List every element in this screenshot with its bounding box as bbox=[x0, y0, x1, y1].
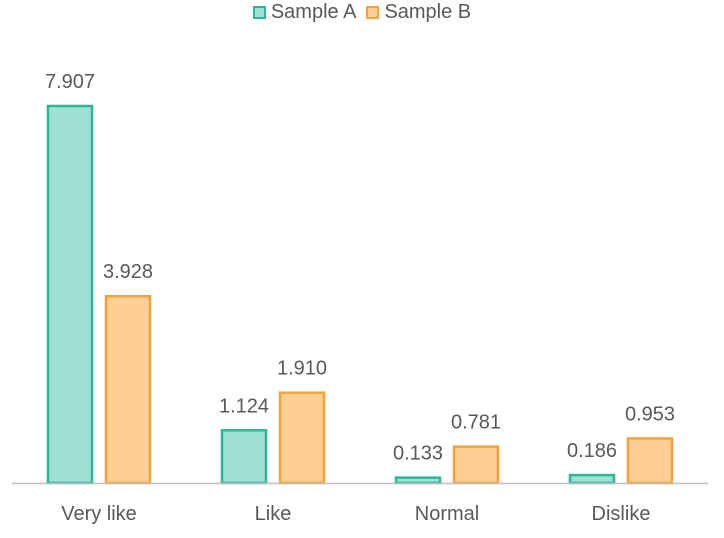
data-label-sample-b-normal: 0.781 bbox=[451, 412, 501, 434]
bar-sample-a-very-like bbox=[46, 104, 94, 485]
legend-swatch-sample-a bbox=[252, 5, 266, 19]
legend-swatch-sample-b bbox=[366, 5, 380, 19]
x-tick-label-very-like: Very like bbox=[61, 503, 137, 525]
bar-sample-b-normal bbox=[452, 445, 500, 485]
bar-sample-b-very-like bbox=[104, 294, 152, 485]
data-label-sample-a-like: 1.124 bbox=[219, 395, 269, 417]
x-tick-label-dislike: Dislike bbox=[592, 503, 651, 525]
x-tick-label-normal: Normal bbox=[415, 503, 479, 525]
x-tick-label-like: Like bbox=[255, 503, 292, 525]
legend-item-sample-a: Sample A bbox=[252, 0, 357, 24]
data-label-sample-a-normal: 0.133 bbox=[393, 443, 443, 465]
bar-sample-b-like bbox=[278, 391, 326, 485]
bar-sample-a-dislike bbox=[568, 473, 616, 485]
data-label-sample-b-dislike: 0.953 bbox=[625, 403, 675, 425]
data-label-sample-b-like: 1.910 bbox=[277, 358, 327, 380]
bar-sample-b-dislike bbox=[626, 437, 674, 485]
data-label-sample-b-very-like: 3.928 bbox=[103, 261, 153, 283]
legend-label-sample-a: Sample A bbox=[270, 0, 357, 23]
bar-sample-a-like bbox=[220, 429, 268, 485]
legend-label-sample-b: Sample B bbox=[384, 0, 472, 23]
data-label-sample-a-very-like: 7.907 bbox=[45, 71, 95, 93]
data-label-sample-a-dislike: 0.186 bbox=[567, 440, 617, 462]
bar-sample-a-normal bbox=[394, 476, 442, 485]
legend-item-sample-b: Sample B bbox=[366, 1, 471, 24]
legend: Sample A Sample B bbox=[0, 0, 724, 24]
